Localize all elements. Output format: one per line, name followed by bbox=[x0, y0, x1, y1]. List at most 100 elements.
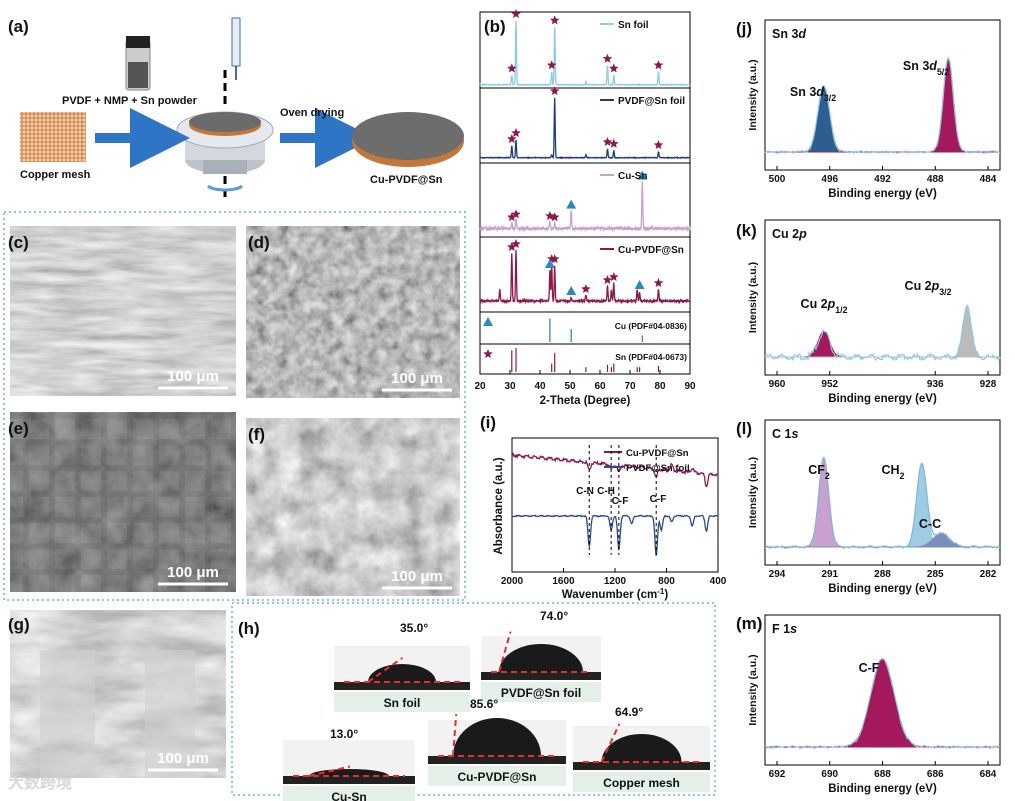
panel-label: (k) bbox=[736, 221, 757, 240]
x-tick-label: 492 bbox=[874, 174, 891, 185]
label-part: Sn 3 bbox=[903, 59, 929, 73]
panel-label: (m) bbox=[736, 614, 762, 633]
caption-box bbox=[428, 766, 566, 786]
panel-label: (e) bbox=[8, 419, 29, 438]
micrograph bbox=[246, 226, 460, 398]
angle-label: 85.6° bbox=[470, 697, 498, 711]
x-tick-label: 960 bbox=[769, 379, 786, 390]
drying-label: Oven drying bbox=[280, 107, 344, 119]
star-marker bbox=[483, 349, 493, 358]
label-part: d bbox=[929, 59, 937, 73]
panel-label: (l) bbox=[736, 419, 752, 438]
band-label: C-F bbox=[650, 494, 667, 505]
angle-label: 35.0° bbox=[400, 621, 428, 635]
peak-label: Sn 3d3/2 bbox=[790, 85, 836, 103]
plot-frame bbox=[479, 11, 691, 375]
label-part: Sn 3 bbox=[772, 27, 798, 41]
y-axis-label: Intensity (a.u.) bbox=[747, 59, 759, 130]
y-axis-label: Intensity (a.u.) bbox=[747, 457, 759, 528]
x-tick-label: 50 bbox=[564, 381, 576, 392]
band-label: C-N bbox=[576, 486, 594, 497]
product-label: Cu-PVDF@Sn bbox=[370, 174, 443, 186]
star-marker bbox=[507, 242, 517, 251]
scale-label: 100 μm bbox=[391, 370, 443, 387]
scale-label: 100 μm bbox=[157, 750, 209, 767]
xrd-trace bbox=[479, 97, 691, 160]
xrd-trace bbox=[479, 181, 691, 233]
star-marker bbox=[511, 239, 521, 248]
legend-label: Cu-PVDF@Sn bbox=[618, 245, 684, 256]
peak-label: Sn 3d5/2 bbox=[903, 59, 949, 77]
star-marker bbox=[602, 275, 613, 284]
fiber bbox=[145, 650, 195, 778]
tangent-guide bbox=[367, 657, 403, 683]
star-marker bbox=[609, 63, 619, 73]
star-marker bbox=[653, 140, 664, 149]
reference-label: Cu (PDF#04-0836) bbox=[615, 321, 687, 331]
x-tick-label: 60 bbox=[594, 381, 606, 392]
panel-label: (a) bbox=[8, 17, 29, 36]
envelope bbox=[764, 657, 1001, 750]
peak-label: C-F bbox=[859, 661, 880, 675]
x-tick-label: 684 bbox=[980, 769, 997, 780]
angle-label: 13.0° bbox=[330, 727, 358, 741]
xrd-trace bbox=[479, 249, 691, 305]
angle-label: 74.0° bbox=[540, 609, 568, 623]
label-part: C-F bbox=[859, 661, 880, 675]
label-part: Sn 3 bbox=[790, 85, 816, 99]
star-marker bbox=[653, 60, 664, 70]
label-part: p bbox=[931, 279, 940, 293]
x-tick-label: 488 bbox=[927, 174, 944, 185]
x-tick-label: 690 bbox=[821, 769, 838, 780]
sample-label: Cu-Sn bbox=[331, 790, 366, 801]
band-label: C-F bbox=[612, 496, 629, 507]
star-marker bbox=[609, 272, 619, 281]
caption-box bbox=[481, 682, 601, 702]
triangle-marker bbox=[566, 199, 577, 209]
label-part: d bbox=[816, 85, 824, 99]
reference-label: Sn (PDF#04-0673) bbox=[615, 352, 687, 362]
scale-label: 100 μm bbox=[167, 564, 219, 581]
star-marker bbox=[549, 212, 560, 222]
droplet bbox=[499, 644, 583, 672]
caption-box bbox=[573, 772, 710, 792]
sample-label: Copper mesh bbox=[603, 776, 680, 790]
panel-title: Sn 3d bbox=[772, 27, 806, 41]
x-tick-label: 80 bbox=[654, 381, 666, 392]
label-part: CF bbox=[808, 463, 825, 477]
caption-box bbox=[283, 786, 415, 801]
panel-label: (h) bbox=[238, 619, 260, 638]
envelope bbox=[765, 456, 1001, 549]
fitted-peak bbox=[765, 57, 1000, 153]
label-part: s bbox=[790, 622, 797, 636]
star-marker bbox=[549, 86, 560, 95]
x-tick-label: 282 bbox=[980, 569, 997, 580]
panel-label: (i) bbox=[480, 413, 496, 432]
label-part: Cu 2 bbox=[801, 297, 828, 311]
x-axis-label: Wavenumber (cm-1) bbox=[562, 587, 669, 602]
fitted-peak bbox=[765, 532, 1000, 548]
label-part: 2 bbox=[900, 471, 905, 481]
label-part: 2 bbox=[825, 471, 830, 481]
label-part: F 1 bbox=[772, 622, 790, 636]
tangent-guide bbox=[498, 631, 512, 673]
tangent-guide bbox=[600, 723, 621, 763]
peak-label: CF2 bbox=[808, 463, 830, 481]
label-part: 3/2 bbox=[824, 93, 836, 103]
x-tick-label: 688 bbox=[874, 769, 891, 780]
schematic bbox=[20, 17, 464, 200]
wetting-frame bbox=[231, 602, 716, 796]
tangent-guide bbox=[452, 714, 458, 757]
x-tick-label: 294 bbox=[769, 569, 786, 580]
label-part: s bbox=[791, 427, 798, 441]
star-marker bbox=[511, 128, 521, 137]
x-tick-label: 70 bbox=[624, 381, 636, 392]
star-marker bbox=[545, 211, 555, 221]
y-axis-label: Intensity (a.u.) bbox=[747, 654, 759, 725]
tangent-guide bbox=[308, 765, 351, 777]
band-label: C-H bbox=[597, 486, 615, 497]
x-tick-label: 1200 bbox=[604, 576, 627, 587]
x-tick-label: 30 bbox=[504, 381, 516, 392]
droplet bbox=[601, 734, 682, 762]
x-tick-label: 40 bbox=[534, 381, 546, 392]
